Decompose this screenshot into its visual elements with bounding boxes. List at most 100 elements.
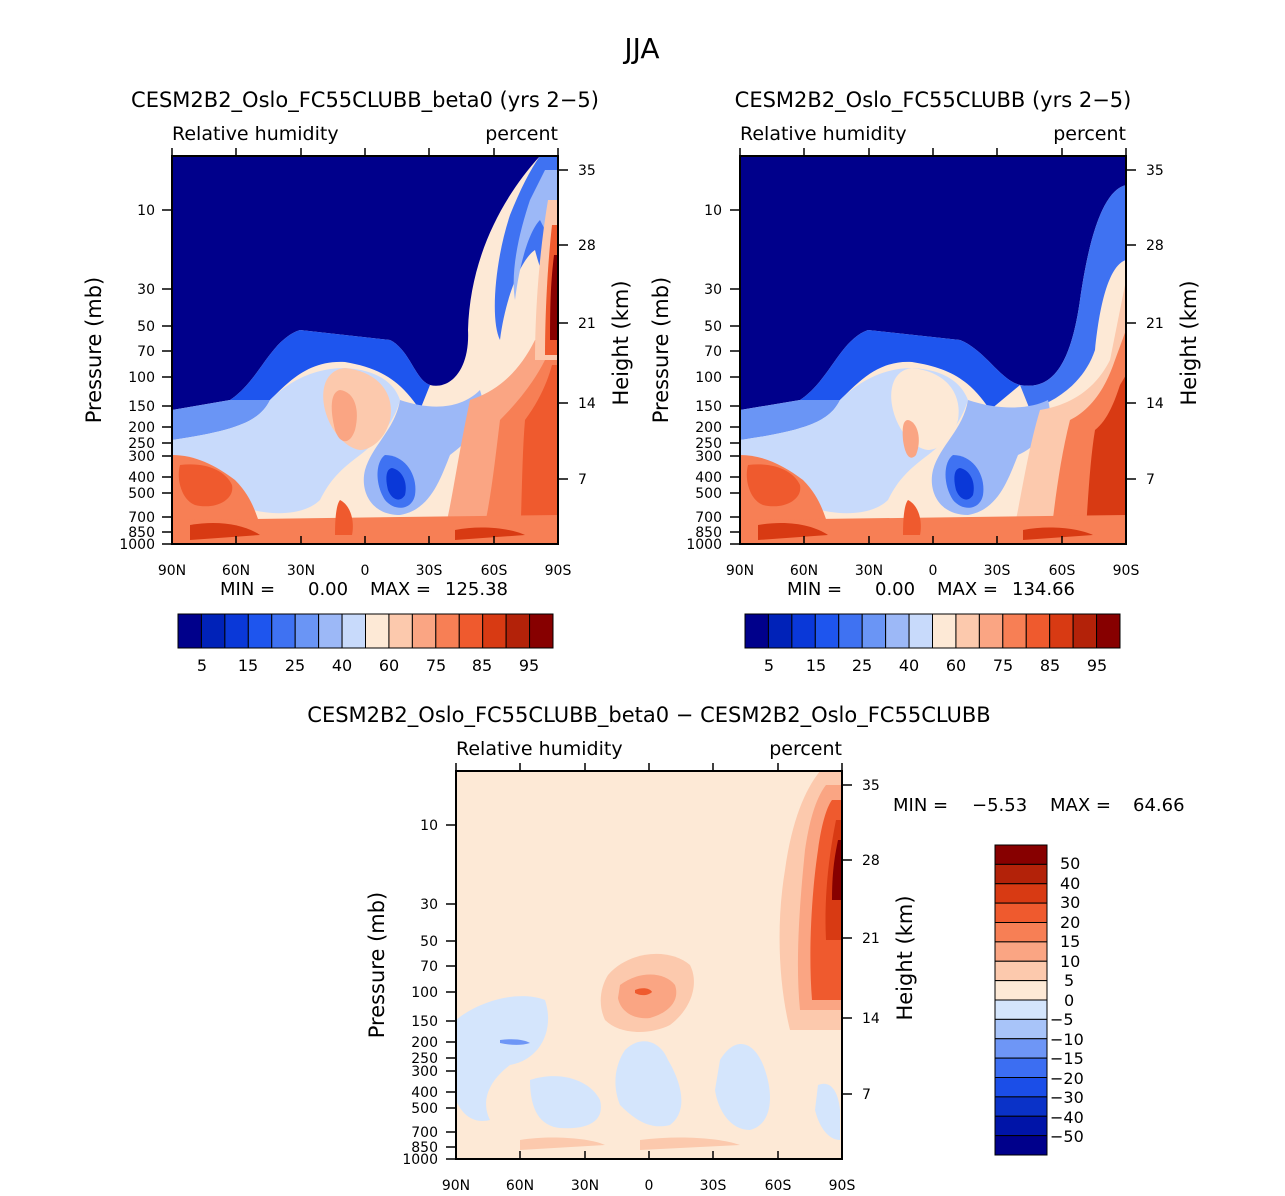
colorbar-swatch: [994, 863, 1048, 885]
p-tick-marks: [446, 824, 456, 1160]
colorbar-label: 0: [1064, 991, 1074, 1010]
p-tick-label: 500: [411, 1101, 438, 1117]
x-tick-label: 60S: [481, 563, 508, 579]
colorbar-swatch: [838, 613, 863, 649]
colorbar-swatch: [885, 613, 910, 649]
height-tick-marks: [842, 784, 852, 1095]
height-tick-label: 28: [1146, 238, 1164, 254]
x-tick-label: 30S: [700, 1178, 727, 1194]
x-tick-label: 90N: [442, 1178, 470, 1194]
colorbar-swatch: [994, 844, 1048, 865]
colorbar-swatch: [994, 1057, 1048, 1078]
p-tick-label: 200: [695, 420, 722, 436]
p-tick-label: 50: [137, 319, 155, 335]
colorbar-swatch: [791, 613, 816, 649]
colorbar-label: 25: [852, 656, 872, 675]
colorbar: 5 15 25 40 60 75 85 95: [744, 613, 1121, 675]
height-tick-label: 7: [1146, 472, 1155, 488]
p-tick-label: 150: [128, 399, 155, 415]
x-tick-label: 60N: [222, 563, 250, 579]
panel-control: CESM2B2_Oslo_FC55CLUBB (yrs 2−5) Relativ…: [649, 88, 1201, 675]
colorbar-swatch: [908, 613, 933, 649]
p-tick-label: 200: [128, 420, 155, 436]
x-tick-label: 60S: [1049, 563, 1076, 579]
p-tick-label: 10: [704, 203, 722, 219]
x-tick-label: 0: [361, 563, 370, 579]
max-value: 134.66: [1012, 579, 1075, 600]
max-value: 64.66: [1133, 795, 1185, 816]
p-tick-label: 10: [420, 818, 438, 834]
p-tick-label: 1000: [402, 1152, 438, 1168]
p-tick-label: 850: [411, 1140, 438, 1156]
p-tick-label: 400: [411, 1085, 438, 1101]
colorbar-swatch: [978, 613, 1004, 649]
colorbar-swatch: [341, 613, 366, 649]
colorbar-swatch: [1025, 613, 1051, 649]
pressure-tick-labels: 10 30 50 70 100 150 200 250 300 400 500 …: [686, 203, 722, 553]
colorbar-label: 50: [1060, 854, 1080, 873]
colorbar-label: 60: [379, 656, 399, 675]
colorbar-swatch: [247, 613, 273, 649]
panel-title: CESM2B2_Oslo_FC55CLUBB (yrs 2−5): [735, 88, 1132, 113]
max-label: MAX =: [937, 579, 998, 600]
colorbar-label: 15: [806, 656, 826, 675]
height-tick-labels: 35 28 21 14 7: [862, 778, 880, 1103]
x-tick-label: 0: [645, 1178, 654, 1194]
pressure-tick-labels: 10 30 50 70 100 150 200 250 300 400 500 …: [402, 818, 438, 1168]
colorbar-swatch: [994, 980, 1048, 1001]
colorbar-swatch: [955, 613, 980, 649]
colorbar-label: −40: [1050, 1108, 1084, 1127]
p-tick-label: 300: [411, 1064, 438, 1080]
height-tick-label: 14: [862, 1011, 880, 1027]
p-tick-label: 400: [128, 470, 155, 486]
height-tick-label: 35: [1146, 163, 1164, 179]
p-tick-label: 50: [420, 934, 438, 950]
x-tick-label: 90S: [829, 1178, 856, 1194]
min-label: MIN =: [787, 579, 842, 600]
p-tick-label: 70: [704, 344, 722, 360]
height-tick-marks: [1126, 169, 1136, 480]
x-axis-ticks: [171, 148, 559, 544]
height-tick-labels: 35 28 21 14 7: [578, 163, 596, 488]
colorbar-swatch: [1072, 613, 1098, 649]
x-tick-label: 30S: [984, 563, 1011, 579]
colorbar-label: 25: [285, 656, 305, 675]
variable-label: Relative humidity: [172, 123, 339, 145]
colorbar-swatch: [318, 613, 343, 649]
colorbar-label: 20: [1060, 913, 1080, 932]
colorbar-swatch: [271, 613, 296, 649]
x-tick-label: 60N: [506, 1178, 534, 1194]
colorbar-label: −30: [1050, 1088, 1084, 1107]
colorbar-swatch: [1002, 613, 1027, 649]
units-label: percent: [485, 123, 558, 145]
colorbar-swatch: [458, 613, 484, 649]
max-label: MAX =: [1050, 795, 1111, 816]
colorbar-swatch: [744, 613, 769, 649]
colorbar: 50 40 30 20 15 10 5 0 −5 −10 −15 −20 −30…: [994, 844, 1084, 1156]
colorbar-swatch: [482, 613, 507, 649]
colorbar-swatch: [767, 613, 793, 649]
p-tick-label: 30: [704, 282, 722, 298]
pressure-tick-labels: 10 30 50 70 100 150 200 250 300 400 500 …: [119, 203, 155, 553]
panel-beta0: CESM2B2_Oslo_FC55CLUBB_beta0 (yrs 2−5) R…: [82, 88, 633, 675]
p-tick-label: 700: [695, 510, 722, 526]
p-tick-label: 250: [411, 1051, 438, 1067]
colorbar-swatch: [1096, 613, 1121, 649]
colorbar-label: 95: [1087, 656, 1107, 675]
x-tick-label: 30S: [416, 563, 443, 579]
p-tick-marks: [730, 209, 740, 545]
height-tick-label: 35: [578, 163, 596, 179]
y-axis-right-label: Height (km): [893, 895, 917, 1020]
x-tick-label: 30N: [571, 1178, 599, 1194]
variable-label: Relative humidity: [740, 123, 907, 145]
colorbar-label: −5: [1050, 1010, 1074, 1029]
colorbar-swatch: [994, 1115, 1048, 1137]
p-tick-label: 500: [695, 486, 722, 502]
colorbar-label: −50: [1050, 1127, 1084, 1146]
height-tick-labels: 35 28 21 14 7: [1146, 163, 1164, 488]
colorbar-swatch: [932, 613, 957, 649]
colorbar-swatch: [177, 613, 202, 649]
height-tick-label: 21: [578, 316, 596, 332]
colorbar-swatch: [994, 999, 1048, 1020]
colorbar-swatches: [177, 613, 554, 649]
